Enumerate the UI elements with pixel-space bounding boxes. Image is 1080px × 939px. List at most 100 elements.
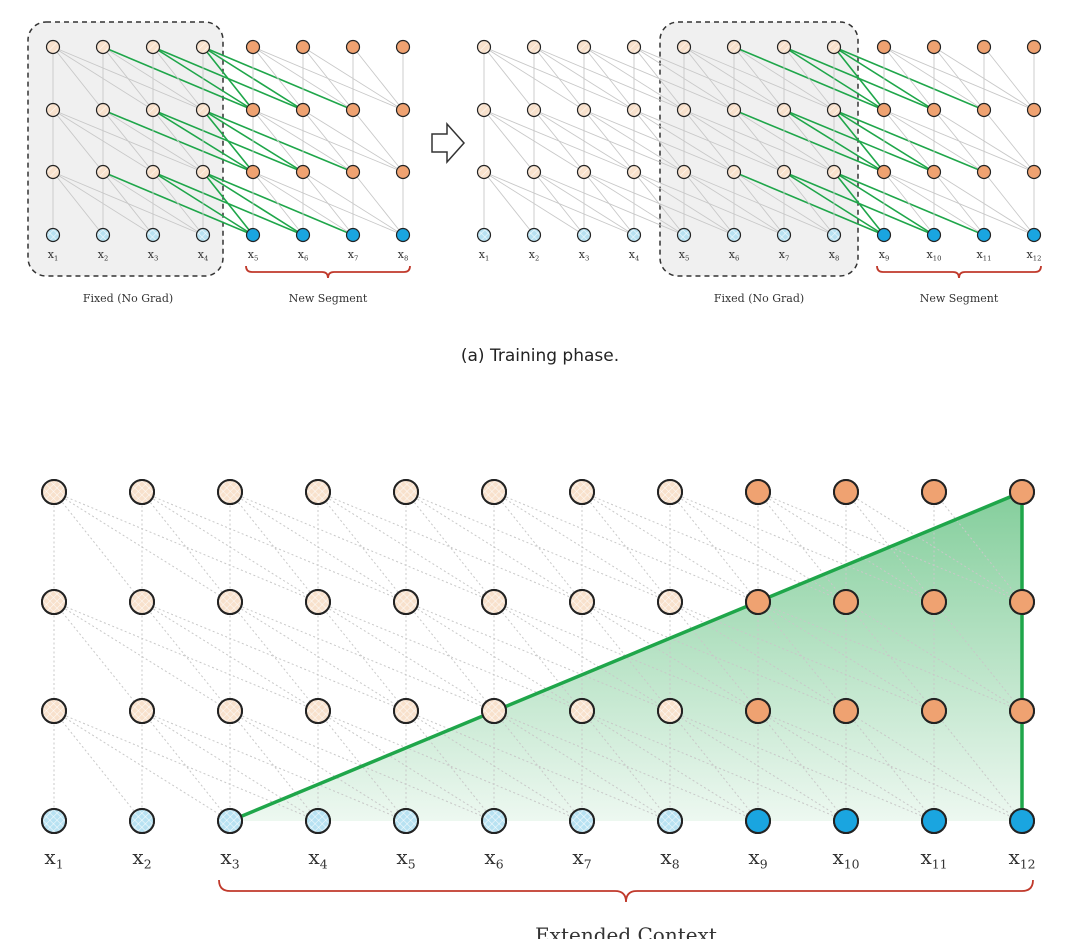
- token-label: x7: [779, 248, 790, 262]
- node-hatch: [678, 229, 690, 241]
- node-hatch: [219, 591, 241, 613]
- hidden-state-node: [245, 164, 261, 180]
- dependency-edge: [733, 46, 785, 111]
- node-hatch: [728, 229, 740, 241]
- dependency-edge: [405, 601, 495, 712]
- token-label: x3: [220, 845, 239, 871]
- node-hatch: [828, 166, 840, 178]
- dependency-edge: [317, 710, 407, 822]
- dependency-edge: [669, 601, 759, 712]
- dependency-edge: [757, 601, 847, 712]
- node-hatch: [43, 481, 65, 503]
- node-hatch: [147, 41, 159, 53]
- inference-panel: x1 x2 x3 x4 x5 x6 x7 x8 x9 x10 x11 x12 Extended Cont…: [41, 479, 1036, 939]
- node-hatch: [478, 41, 490, 53]
- hidden-state-node: [1026, 164, 1042, 180]
- dependency-edge: [493, 710, 583, 822]
- node-hatch: [483, 481, 505, 503]
- dependency-edge: [533, 109, 585, 173]
- dependency-edge: [53, 491, 319, 603]
- token-label: x11: [977, 248, 992, 262]
- input-token-node: [395, 227, 411, 243]
- token-label: x6: [298, 248, 309, 262]
- node-hatch: [659, 810, 681, 832]
- dependency-edge: [633, 109, 685, 173]
- attention-edge: [833, 109, 885, 173]
- node-hatch: [197, 229, 209, 241]
- dependency-edge: [845, 601, 935, 712]
- dependency-edge: [229, 491, 495, 603]
- dependency-edge: [983, 171, 1035, 236]
- attention-edge: [202, 109, 254, 173]
- dependency-edge: [52, 46, 104, 111]
- dependency-edge: [883, 46, 935, 111]
- dependency-edge: [783, 46, 835, 111]
- hidden-state-node: [1026, 102, 1042, 118]
- input-token-node: [295, 227, 311, 243]
- node-hatch: [678, 41, 690, 53]
- node-hatch: [628, 104, 640, 116]
- token-label: x1: [48, 248, 59, 262]
- token-label: x7: [572, 845, 591, 871]
- attention-edge: [202, 46, 254, 111]
- dependency-edge: [583, 109, 635, 173]
- node-hatch: [47, 229, 59, 241]
- dependency-edge: [683, 171, 735, 236]
- dependency-edge: [933, 491, 1023, 603]
- dependency-edge: [317, 491, 583, 603]
- hidden-state-node: [745, 589, 771, 615]
- node-hatch: [778, 104, 790, 116]
- training-caption: (a) Training phase.: [460, 346, 620, 366]
- hidden-state-node: [345, 164, 361, 180]
- hidden-state-node: [976, 39, 992, 55]
- training-panel-right: x1 x2 x3 x4 x5 x6 x7 x8 x9 x10 x11 x12 Fixed (No Gra…: [476, 21, 1042, 305]
- dependency-edge: [317, 601, 407, 712]
- node-hatch: [47, 41, 59, 53]
- hidden-state-node: [876, 164, 892, 180]
- hidden-state-node: [926, 164, 942, 180]
- node-hatch: [43, 591, 65, 613]
- token-label: x6: [729, 248, 740, 262]
- dependency-edge: [493, 491, 583, 603]
- dependency-edge: [483, 171, 535, 236]
- node-hatch: [528, 104, 540, 116]
- input-token-node: [745, 808, 771, 834]
- node-hatch: [97, 229, 109, 241]
- dependency-edge: [252, 46, 304, 111]
- node-hatch: [571, 591, 593, 613]
- input-token-node: [876, 227, 892, 243]
- token-label: x12: [1008, 845, 1035, 871]
- token-label: x5: [248, 248, 259, 262]
- node-hatch: [478, 166, 490, 178]
- segment-brace: [876, 265, 1042, 279]
- dependency-edge: [883, 171, 935, 236]
- dependency-edge: [581, 491, 847, 603]
- hidden-state-node: [295, 164, 311, 180]
- context-brace: [218, 879, 1034, 903]
- dependency-edge: [352, 46, 404, 111]
- token-label: x2: [98, 248, 109, 262]
- token-label: x2: [529, 248, 540, 262]
- dependency-edge: [405, 491, 671, 603]
- node-hatch: [219, 481, 241, 503]
- node-hatch: [97, 166, 109, 178]
- dependency-edge: [933, 601, 1023, 712]
- token-label: x9: [748, 845, 767, 871]
- input-token-node: [833, 808, 859, 834]
- hidden-state-node: [976, 164, 992, 180]
- dependency-edge: [933, 171, 985, 236]
- node-hatch: [478, 229, 490, 241]
- token-label: x5: [679, 248, 690, 262]
- node-hatch: [97, 104, 109, 116]
- segment-brace: [245, 265, 411, 279]
- token-label: x7: [348, 248, 359, 262]
- hidden-state-node: [976, 102, 992, 118]
- fixed-window-box: [27, 21, 224, 277]
- dependency-edge: [53, 491, 143, 603]
- node-hatch: [828, 41, 840, 53]
- fixed-label: Fixed (No Grad): [83, 292, 173, 305]
- node-hatch: [578, 41, 590, 53]
- node-hatch: [307, 810, 329, 832]
- fixed-window-box: [659, 21, 859, 277]
- dependency-edge: [493, 601, 583, 712]
